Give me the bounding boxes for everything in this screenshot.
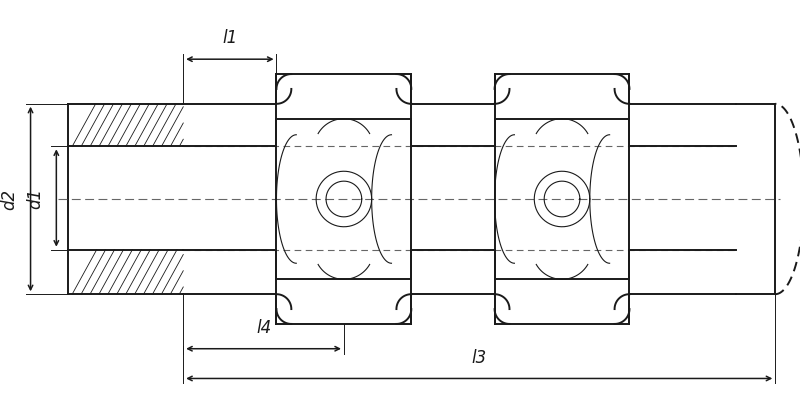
Text: d2: d2 [1, 188, 18, 210]
Text: l3: l3 [472, 349, 487, 367]
Text: d1: d1 [26, 187, 45, 209]
Text: l1: l1 [222, 29, 238, 47]
Text: l4: l4 [256, 319, 271, 337]
